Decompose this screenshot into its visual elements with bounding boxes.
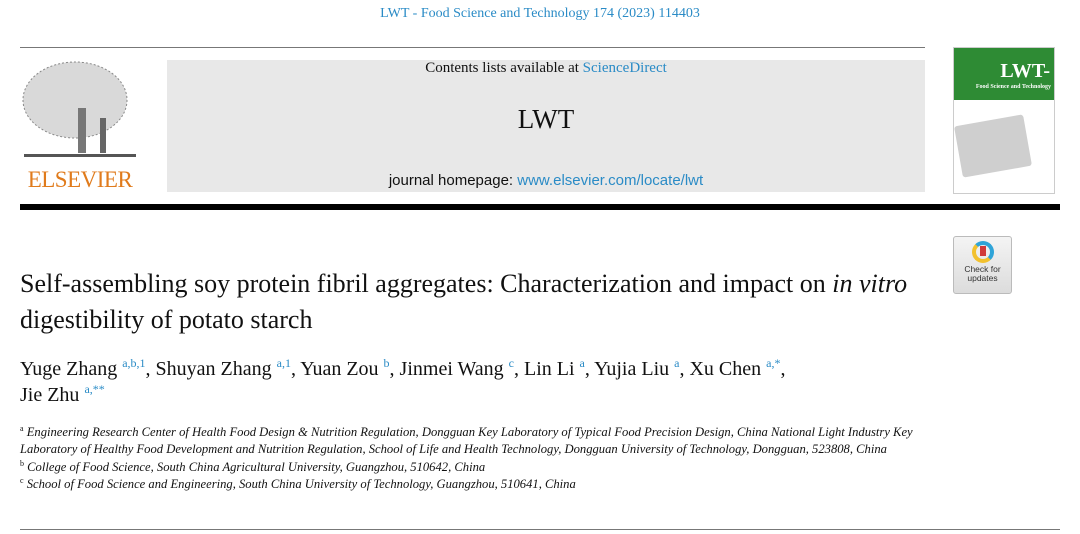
- author[interactable]: Jinmei Wang: [399, 358, 504, 380]
- divider: [20, 47, 925, 48]
- header-bar: [20, 204, 1060, 210]
- article-title: Self-assembling soy protein fibril aggre…: [20, 269, 908, 334]
- journal-cover[interactable]: LWT- Food Science and Technology: [953, 47, 1055, 194]
- author-affiliation-marker[interactable]: a: [674, 356, 680, 370]
- author-affiliation-marker[interactable]: c: [508, 356, 514, 370]
- affiliation: c School of Food Science and Engineering…: [20, 476, 940, 493]
- homepage-prefix: journal homepage:: [388, 172, 518, 189]
- divider: [20, 529, 1060, 530]
- tree-icon: [22, 61, 136, 157]
- bookmark-icon: [971, 241, 994, 263]
- affiliation-text: School of Food Science and Engineering, …: [26, 476, 576, 491]
- author-list: Yuge Zhang a,b,1, Shuyan Zhang a,1, Yuan…: [20, 356, 786, 406]
- author[interactable]: Jie Zhu: [20, 384, 80, 406]
- affiliation: a Engineering Research Center of Health …: [20, 424, 940, 459]
- journal-reference[interactable]: LWT - Food Science and Technology 174 (2…: [380, 6, 700, 21]
- elsevier-wordmark: ELSEVIER: [27, 167, 133, 192]
- journal-banner: Contents lists available at ScienceDirec…: [167, 60, 925, 192]
- author-affiliation-marker[interactable]: a,**: [84, 382, 105, 396]
- affiliation: b College of Food Science, South China A…: [20, 459, 940, 476]
- affiliation-text: College of Food Science, South China Agr…: [27, 459, 486, 474]
- author[interactable]: Xu Chen: [689, 358, 762, 380]
- author[interactable]: Yujia Liu: [594, 358, 670, 380]
- affiliation-mark: c: [20, 475, 24, 485]
- affiliations: a Engineering Research Center of Health …: [20, 424, 940, 493]
- author-affiliation-marker[interactable]: a: [579, 356, 585, 370]
- check-for-updates-button[interactable]: Check for updates: [953, 236, 1012, 294]
- affiliation-mark: a: [20, 424, 24, 433]
- cover-image: [954, 114, 1032, 178]
- author[interactable]: Lin Li: [524, 358, 575, 380]
- sciencedirect-link[interactable]: ScienceDirect: [582, 60, 667, 76]
- elsevier-logo[interactable]: ELSEVIER: [20, 58, 140, 193]
- author[interactable]: Yuge Zhang: [20, 358, 118, 380]
- author-affiliation-marker[interactable]: a,1: [276, 356, 291, 370]
- author[interactable]: Shuyan Zhang: [155, 358, 272, 380]
- homepage-link[interactable]: www.elsevier.com/locate/lwt: [517, 172, 704, 189]
- author-affiliation-marker[interactable]: a,b,1: [122, 356, 146, 370]
- affiliation-mark: b: [20, 458, 24, 468]
- contents-prefix: Contents lists available at: [425, 60, 583, 76]
- journal-name: LWT: [517, 104, 575, 134]
- cover-subtitle: Food Science and Technology: [975, 84, 1051, 90]
- badge-label: Check for updates: [964, 264, 1001, 283]
- cover-title: LWT-: [1000, 60, 1050, 82]
- homepage-line: journal homepage: www.elsevier.com/locat…: [167, 172, 925, 189]
- cover-header: LWT- Food Science and Technology: [954, 48, 1054, 100]
- author[interactable]: Yuan Zou: [300, 358, 379, 380]
- contents-line: Contents lists available at ScienceDirec…: [167, 60, 925, 77]
- author-affiliation-marker[interactable]: b: [383, 356, 390, 370]
- author-affiliation-marker[interactable]: a,*: [766, 356, 781, 370]
- affiliation-text: Engineering Research Center of Health Fo…: [20, 425, 913, 457]
